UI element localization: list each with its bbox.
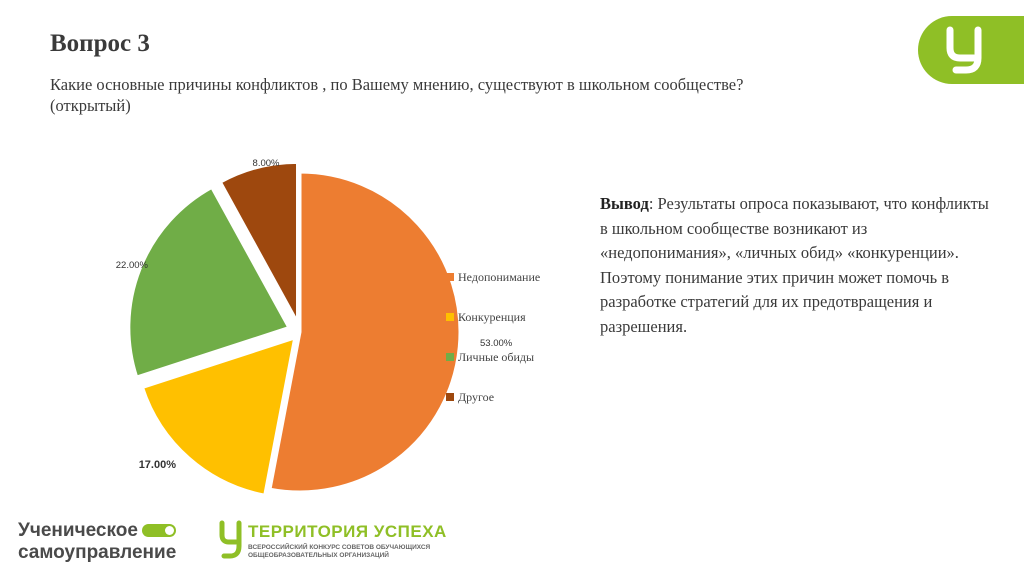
conclusion-heading: Вывод xyxy=(600,194,649,213)
conclusion-text: Вывод: Результаты опроса показывают, что… xyxy=(600,192,1000,339)
legend-swatch xyxy=(446,353,454,362)
logo2-sub1: ВСЕРОССИЙСКИЙ КОНКУРС СОВЕТОВ ОБУЧАЮЩИХС… xyxy=(248,544,431,551)
slice-competition xyxy=(140,335,297,497)
toggle-pill-icon xyxy=(141,524,176,538)
legend-label: Недопонимание xyxy=(458,270,541,284)
legend-item-misunderstanding: Недопонимание xyxy=(446,270,540,285)
logo2-subtitle: ВСЕРОССИЙСКИЙ КОНКУРС СОВЕТОВ ОБУЧАЮЩИХС… xyxy=(248,544,430,560)
legend-swatch xyxy=(446,393,454,402)
data-label: 53.00% xyxy=(480,338,513,349)
data-label: 17.00% xyxy=(139,459,177,471)
question-text: Какие основные причины конфликтов , по В… xyxy=(50,75,744,115)
u-logo-icon xyxy=(946,26,982,74)
data-label: 22.00% xyxy=(116,260,149,271)
slide-title: Вопрос 3 xyxy=(50,30,150,57)
legend-swatch xyxy=(446,273,454,282)
legend-label: Конкуренция xyxy=(458,310,526,324)
student-self-government-logo: Ученическое самоуправление xyxy=(18,520,176,564)
logo2-title: ТЕРРИТОРИЯ УСПЕХА xyxy=(248,522,447,541)
logo2-sub2: ОБЩЕОБРАЗОВАТЕЛЬНЫХ ОРГАНИЗАЦИЙ xyxy=(248,552,389,559)
legend-swatch xyxy=(446,313,454,322)
legend-item-personal-grievances: Личные обиды xyxy=(446,350,534,365)
conclusion-body: : Результаты опроса показывают, что конф… xyxy=(600,194,989,336)
logo1-line2: самоуправление xyxy=(18,542,177,563)
legend-label: Личные обиды xyxy=(458,350,535,364)
slice-personal-grievances xyxy=(127,185,292,379)
slice-misunderstanding xyxy=(268,170,462,494)
logo1-line1: Ученическое xyxy=(18,520,138,541)
brand-logo-badge xyxy=(918,16,1024,84)
slice-other xyxy=(218,160,300,324)
legend-label: Другое xyxy=(458,390,495,404)
u-logo-icon xyxy=(219,520,242,559)
legend-item-other: Другое xyxy=(446,390,494,405)
data-label: 8.00% xyxy=(253,158,280,169)
legend-item-competition: Конкуренция xyxy=(446,310,526,325)
